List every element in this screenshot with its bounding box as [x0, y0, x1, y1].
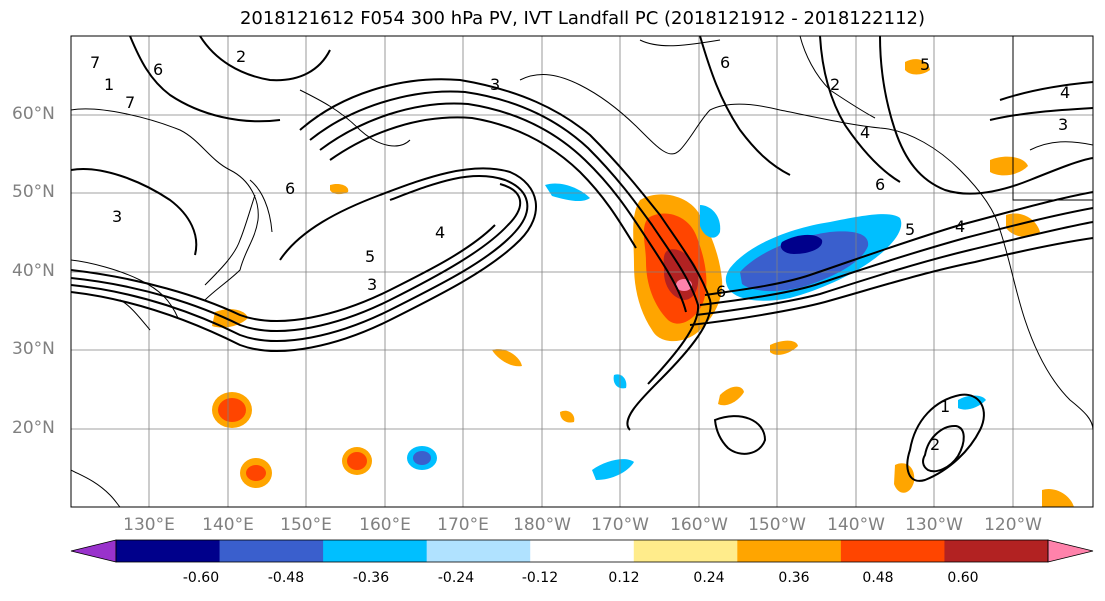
- pv-positive-small: [330, 183, 349, 195]
- contour-label: 3: [367, 275, 377, 294]
- pv-negative-small: [413, 451, 431, 465]
- contour-label: 7: [125, 93, 135, 112]
- colorbar-segment: [944, 540, 1049, 562]
- pv-positive-small: [990, 156, 1028, 176]
- colorbar-tick-label: -0.48: [267, 570, 305, 586]
- colorbar-tick-label: -0.36: [352, 570, 390, 586]
- colorbar-segment: [840, 540, 945, 562]
- lat-label: 20°N: [12, 418, 55, 438]
- lon-label: 140°W: [827, 515, 885, 535]
- contour-label: 4: [955, 217, 965, 236]
- pv-positive-small: [894, 463, 915, 493]
- pv-positive-small: [1006, 213, 1040, 237]
- colorbar-segment: [116, 540, 221, 562]
- contour-label: 4: [860, 123, 870, 142]
- pv-positive-small: [218, 398, 246, 422]
- colorbar-tick-label: -0.60: [182, 570, 220, 586]
- contour-label: 3: [1058, 115, 1068, 134]
- contour-label: 2: [236, 47, 246, 66]
- pv-negative-small: [958, 395, 986, 410]
- colorbar-border: [115, 539, 1049, 563]
- lat-label: 40°N: [12, 261, 55, 281]
- colorbar-tick-label: -0.24: [437, 570, 475, 586]
- contour-label: 6: [285, 179, 295, 198]
- lon-label: 120°W: [984, 515, 1042, 535]
- contour-label: 5: [920, 55, 930, 74]
- map-frame: [70, 35, 1094, 508]
- contour-label-group: 2 3 3 3 3 4 4 4 4 5 5 5 6 6 6 6 6 7 7 1 …: [90, 47, 1070, 454]
- colorbar-tick-label: 0.36: [778, 570, 810, 586]
- pv-negative-core: [740, 231, 869, 292]
- colorbar-segment: [737, 540, 842, 562]
- colorbar-segment: [323, 540, 428, 562]
- lon-label: 130°E: [123, 515, 175, 535]
- lon-label: 160°W: [670, 515, 728, 535]
- lon-label: 150°E: [280, 515, 332, 535]
- pv-positive-small: [492, 349, 522, 367]
- pv-positive-small: [560, 410, 575, 423]
- coastlines: [71, 36, 1093, 507]
- contour-label: 6: [716, 282, 726, 301]
- map-panel: [71, 36, 1093, 507]
- lon-label: 160°E: [359, 515, 411, 535]
- contour-label: 3: [112, 207, 122, 226]
- contour-label: 6: [875, 175, 885, 194]
- colorbar-tick-label: 0.12: [608, 570, 640, 586]
- contour-label: 6: [153, 60, 163, 79]
- lon-label: 140°E: [202, 515, 254, 535]
- colorbar: [70, 539, 1094, 563]
- lat-label: 60°N: [12, 104, 55, 124]
- colorbar-extend-min: [70, 539, 117, 563]
- colorbar-segment: [633, 540, 738, 562]
- contour-label: 6: [720, 53, 730, 72]
- colorbar-segment: [530, 540, 635, 562]
- lat-label: 30°N: [12, 339, 55, 359]
- pv-positive-small: [718, 386, 744, 406]
- colorbar-segment: [219, 540, 324, 562]
- pv-positive-small: [905, 59, 930, 75]
- contour-label: 5: [365, 247, 375, 266]
- contour-label: 3: [490, 75, 500, 94]
- contour-label: 4: [435, 223, 445, 242]
- pv-contours: [71, 36, 1093, 482]
- contour-label: 1: [104, 75, 114, 94]
- contour-label: 2: [830, 75, 840, 94]
- colorbar-tick-label: 0.60: [947, 570, 979, 586]
- colorbar-tick-label: 0.48: [862, 570, 894, 586]
- colorbar-tick-label: 0.24: [693, 570, 725, 586]
- pv-negative-small: [700, 205, 721, 238]
- lat-label: 50°N: [12, 182, 55, 202]
- contour-label: 2: [930, 435, 940, 454]
- pv-negative-small: [592, 459, 634, 480]
- lon-label: 130°W: [905, 515, 963, 535]
- lon-label: 150°W: [748, 515, 806, 535]
- pv-negative-small: [545, 183, 590, 202]
- pv-negative-max: [780, 234, 823, 254]
- pv-positive-small: [347, 452, 367, 470]
- contour-label: 1: [940, 397, 950, 416]
- colorbar-segment: [426, 540, 531, 562]
- colorbar-extend-max: [1047, 539, 1094, 563]
- pv-positive-small: [1042, 488, 1074, 507]
- pv-positive-small: [246, 465, 266, 481]
- contour-label: 4: [1060, 83, 1070, 102]
- map-title: 2018121612 F054 300 hPa PV, IVT Landfall…: [239, 8, 926, 29]
- colorbar-tick-label: -0.12: [521, 570, 559, 586]
- contour-label: 7: [90, 53, 100, 72]
- lon-label: 170°E: [437, 515, 489, 535]
- lon-label: 180°W: [513, 515, 571, 535]
- lon-label: 170°W: [591, 515, 649, 535]
- contour-label: 5: [905, 220, 915, 239]
